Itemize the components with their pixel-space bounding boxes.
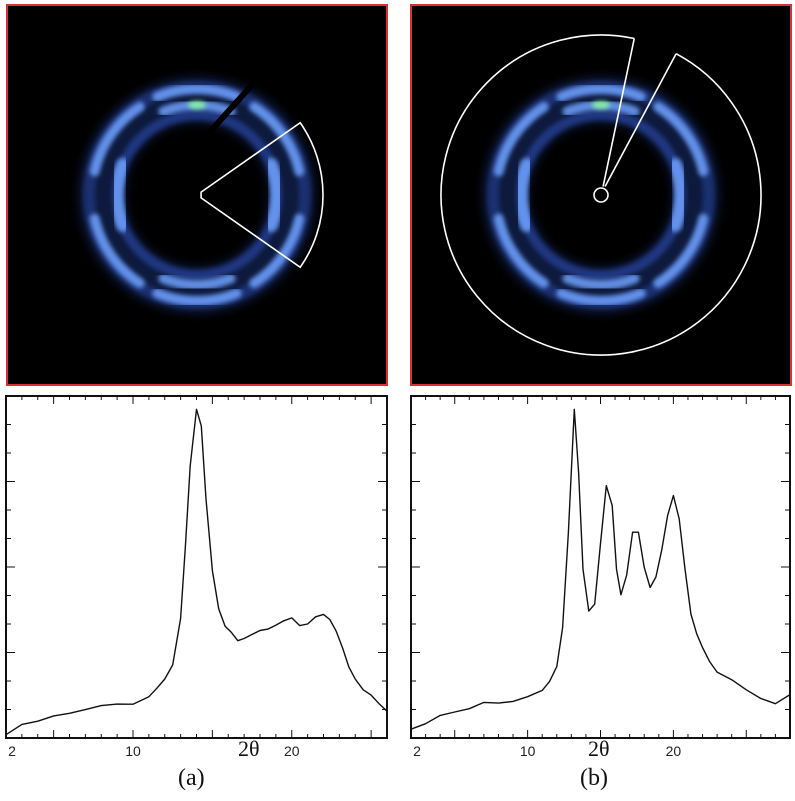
diffraction-rings	[412, 6, 790, 384]
diffraction-pattern-b	[412, 6, 790, 384]
plot-frame	[5, 395, 388, 739]
x-tick-label: 10	[125, 743, 141, 759]
arc-upper-left	[493, 101, 549, 177]
profile-curve	[410, 408, 791, 730]
gap-edge-right	[604, 53, 677, 187]
x-tick-label: 2	[8, 743, 16, 759]
profile-plot-a: 2 10 20	[5, 395, 388, 759]
arc-top-outer	[152, 84, 242, 102]
profile-plot-b: 2 10 20	[410, 395, 791, 759]
arc-bottom-outer	[556, 288, 646, 306]
hotspot	[188, 101, 206, 109]
x-tick-label: 20	[666, 743, 682, 759]
arc-bottom-outer	[152, 288, 242, 306]
plot-frame	[410, 395, 791, 739]
profile-curve	[5, 408, 388, 736]
profile-chart-b: 2 10 20	[409, 394, 792, 759]
arc-right	[668, 158, 688, 232]
beamstop-shadow	[204, 82, 255, 138]
arc-lower-right	[653, 213, 709, 289]
arc-top-outer	[556, 84, 646, 102]
arc-lower-left	[493, 213, 549, 289]
arc-left	[110, 158, 130, 232]
x-tick-label: 2	[413, 743, 421, 759]
profile-chart-a: 2 10 20	[4, 394, 389, 759]
gap-edge-left	[602, 38, 636, 187]
diffraction-pattern-a	[8, 6, 386, 384]
x-tick-label: 20	[284, 743, 300, 759]
detector-background	[8, 6, 386, 384]
diffraction-image-a	[6, 4, 388, 386]
diffraction-rings	[8, 6, 386, 384]
integration-mask	[440, 34, 762, 356]
x-axis-title-b: 2θ	[588, 736, 610, 761]
detector-background	[412, 6, 790, 384]
arc-bottom-inner	[158, 273, 236, 290]
beamstop-mask	[593, 187, 609, 203]
hotspot	[592, 101, 610, 109]
caption-a: (a)	[178, 765, 205, 791]
arc-upper-left	[89, 101, 145, 177]
x-tick-label: 10	[520, 743, 536, 759]
integration-mask	[200, 82, 324, 269]
arc-upper-right	[653, 101, 709, 177]
caption-b: (b)	[580, 765, 608, 791]
arc-right	[264, 158, 284, 232]
annulus-outer-boundary	[440, 34, 762, 356]
arc-left	[514, 158, 534, 232]
arc-lower-left	[89, 213, 145, 289]
diffraction-image-b	[410, 4, 792, 386]
sector-mask	[200, 121, 324, 269]
x-axis-title-a: 2θ	[238, 736, 260, 761]
arc-bottom-inner	[562, 273, 640, 290]
